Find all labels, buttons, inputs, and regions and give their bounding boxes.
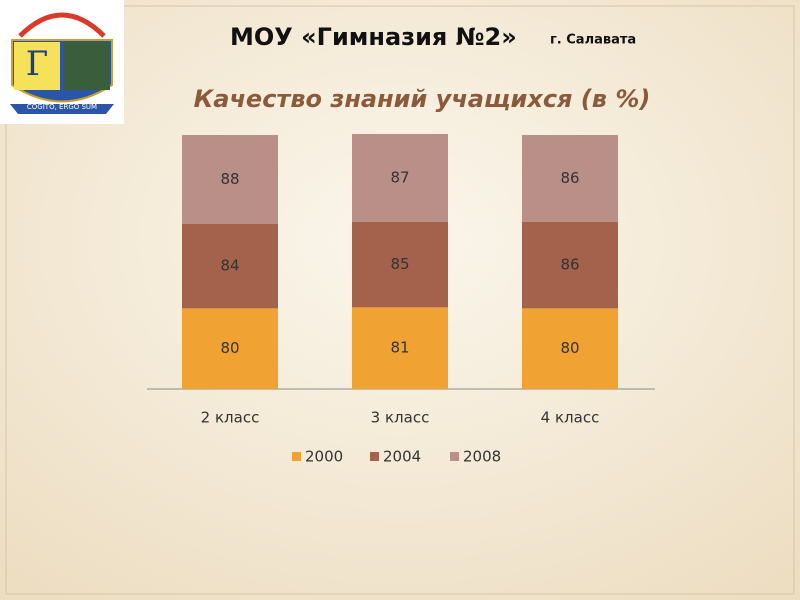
- logo-letter: Г: [26, 44, 49, 84]
- data-label: 87: [390, 168, 409, 186]
- bar-segment: [522, 308, 618, 389]
- data-label: 80: [560, 339, 579, 357]
- shield-left: [14, 42, 60, 90]
- logo: Г COGITO, ERGO SUM: [0, 0, 124, 124]
- bar-segment: [182, 308, 278, 389]
- data-label: 81: [390, 339, 409, 357]
- bar-segment: [522, 135, 618, 222]
- header-city: г. Салавата: [550, 33, 636, 48]
- data-label: 86: [560, 256, 579, 274]
- legend-label: 2000: [305, 448, 343, 466]
- bar-segment: [352, 307, 448, 389]
- data-label: 85: [390, 255, 409, 273]
- legend-label: 2004: [383, 448, 421, 466]
- legend-swatch: [450, 452, 459, 461]
- bar-segment: [182, 135, 278, 224]
- x-tick-label: 3 класс: [371, 409, 430, 427]
- bar-segment: [352, 134, 448, 222]
- header-title: МОУ «Гимназия №2»: [230, 23, 517, 51]
- legend-swatch: [370, 452, 379, 461]
- bar-segment: [182, 223, 278, 309]
- x-tick-label: 2 класс: [201, 409, 260, 427]
- frame: [5, 5, 795, 595]
- logo-motto: COGITO, ERGO SUM: [27, 103, 97, 111]
- data-label: 84: [220, 257, 239, 275]
- bar-segment: [352, 221, 448, 308]
- legend-swatch: [292, 452, 301, 461]
- ribbon: [10, 104, 114, 114]
- x-tick-label: 4 класс: [541, 409, 600, 427]
- legend-label: 2008: [463, 448, 501, 466]
- data-label: 80: [220, 339, 239, 357]
- data-label: 86: [560, 169, 579, 187]
- shield-right: [64, 42, 110, 90]
- bar-segment: [522, 221, 618, 309]
- data-label: 88: [220, 170, 239, 188]
- crown: [18, 12, 106, 38]
- chart-title: Качество знаний учащихся (в %): [194, 85, 651, 113]
